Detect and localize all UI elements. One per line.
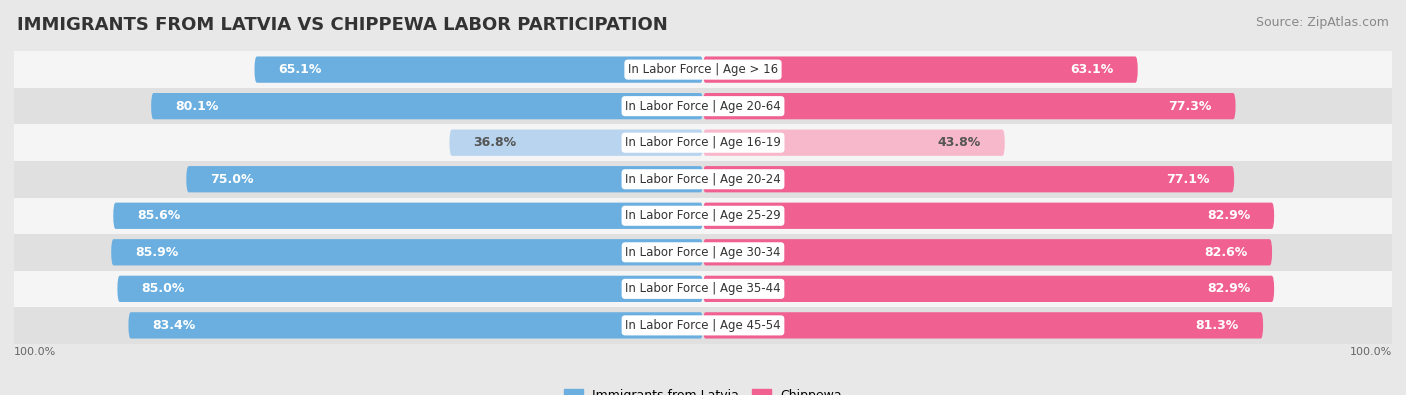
Text: 77.3%: 77.3% [1168,100,1212,113]
Text: 36.8%: 36.8% [474,136,517,149]
FancyBboxPatch shape [703,166,1234,192]
Text: 83.4%: 83.4% [152,319,195,332]
Text: In Labor Force | Age 45-54: In Labor Force | Age 45-54 [626,319,780,332]
Bar [14,161,1392,198]
Text: Source: ZipAtlas.com: Source: ZipAtlas.com [1256,16,1389,29]
Text: 85.6%: 85.6% [138,209,180,222]
FancyBboxPatch shape [152,93,703,119]
Text: In Labor Force | Age > 16: In Labor Force | Age > 16 [628,63,778,76]
Text: 82.6%: 82.6% [1205,246,1249,259]
Text: 43.8%: 43.8% [938,136,980,149]
FancyBboxPatch shape [703,130,1005,156]
FancyBboxPatch shape [254,56,703,83]
Bar [14,271,1392,307]
Text: 82.9%: 82.9% [1206,209,1250,222]
FancyBboxPatch shape [703,56,1137,83]
Text: In Labor Force | Age 20-64: In Labor Force | Age 20-64 [626,100,780,113]
Text: In Labor Force | Age 25-29: In Labor Force | Age 25-29 [626,209,780,222]
Text: 81.3%: 81.3% [1195,319,1239,332]
FancyBboxPatch shape [703,203,1274,229]
Text: 100.0%: 100.0% [14,347,56,357]
Bar [14,198,1392,234]
Text: 85.9%: 85.9% [135,246,179,259]
FancyBboxPatch shape [186,166,703,192]
FancyBboxPatch shape [114,203,703,229]
Text: In Labor Force | Age 20-24: In Labor Force | Age 20-24 [626,173,780,186]
Bar [14,88,1392,124]
Text: 80.1%: 80.1% [176,100,219,113]
Bar [14,234,1392,271]
Text: 100.0%: 100.0% [1350,347,1392,357]
FancyBboxPatch shape [117,276,703,302]
Bar [14,124,1392,161]
FancyBboxPatch shape [111,239,703,265]
Text: 82.9%: 82.9% [1206,282,1250,295]
Text: In Labor Force | Age 30-34: In Labor Force | Age 30-34 [626,246,780,259]
Text: 85.0%: 85.0% [142,282,184,295]
Text: In Labor Force | Age 16-19: In Labor Force | Age 16-19 [626,136,780,149]
Text: 65.1%: 65.1% [278,63,322,76]
FancyBboxPatch shape [703,93,1236,119]
Text: In Labor Force | Age 35-44: In Labor Force | Age 35-44 [626,282,780,295]
FancyBboxPatch shape [128,312,703,339]
Text: IMMIGRANTS FROM LATVIA VS CHIPPEWA LABOR PARTICIPATION: IMMIGRANTS FROM LATVIA VS CHIPPEWA LABOR… [17,16,668,34]
FancyBboxPatch shape [450,130,703,156]
Bar [14,51,1392,88]
Text: 63.1%: 63.1% [1070,63,1114,76]
Bar [14,307,1392,344]
Text: 75.0%: 75.0% [211,173,254,186]
FancyBboxPatch shape [703,239,1272,265]
FancyBboxPatch shape [703,312,1263,339]
Legend: Immigrants from Latvia, Chippewa: Immigrants from Latvia, Chippewa [564,389,842,395]
FancyBboxPatch shape [703,276,1274,302]
Text: 77.1%: 77.1% [1167,173,1211,186]
